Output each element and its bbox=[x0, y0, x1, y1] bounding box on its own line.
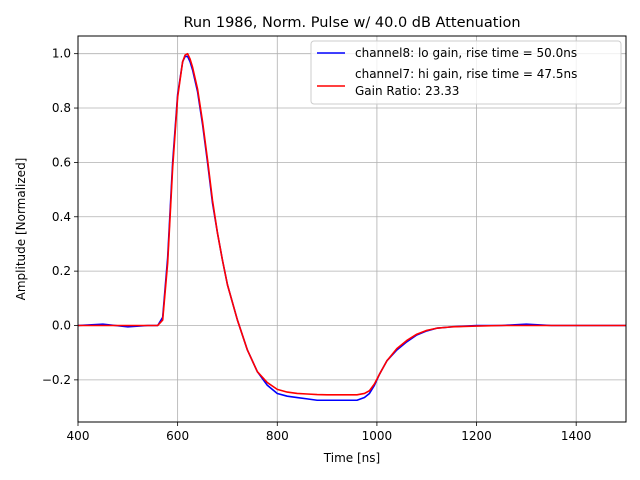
y-tick-label: 0.0 bbox=[52, 319, 71, 333]
plot-frame bbox=[77, 35, 627, 423]
x-tick-label: 1400 bbox=[561, 429, 592, 443]
series-line-channel7 bbox=[78, 52, 626, 396]
x-tick-label: 800 bbox=[266, 429, 289, 443]
legend: channel8: lo gain, rise time = 50.0ns ch… bbox=[310, 40, 622, 105]
y-tick-label: 0.4 bbox=[52, 210, 71, 224]
x-axis-label: Time [ns] bbox=[323, 451, 380, 465]
legend-label-channel7: channel7: hi gain, rise time = 47.5ns bbox=[355, 67, 577, 81]
x-tick-label: 400 bbox=[67, 429, 90, 443]
x-tick-label: 600 bbox=[166, 429, 189, 443]
series-layer bbox=[77, 52, 626, 402]
y-axis-ticks: −0.2 0.0 0.2 0.4 0.6 0.8 1.0 bbox=[42, 47, 78, 387]
y-tick-label: −0.2 bbox=[42, 373, 71, 387]
y-tick-label: 0.2 bbox=[52, 264, 71, 278]
x-tick-label: 1200 bbox=[461, 429, 492, 443]
legend-gain-ratio: Gain Ratio: 23.33 bbox=[355, 84, 459, 98]
legend-label-channel8: channel8: lo gain, rise time = 50.0ns bbox=[355, 46, 577, 60]
x-axis-ticks: 400 600 800 1000 1200 1400 bbox=[67, 422, 592, 443]
x-tick-label: 1000 bbox=[362, 429, 393, 443]
y-axis-label: Amplitude [Normalized] bbox=[14, 158, 28, 301]
y-tick-label: 0.6 bbox=[52, 155, 71, 169]
grid-lines bbox=[77, 36, 626, 422]
legend-box bbox=[310, 40, 622, 105]
chart-title: Run 1986, Norm. Pulse w/ 40.0 dB Attenua… bbox=[183, 15, 520, 31]
y-tick-label: 0.8 bbox=[52, 101, 71, 115]
y-tick-label: 1.0 bbox=[52, 47, 71, 61]
